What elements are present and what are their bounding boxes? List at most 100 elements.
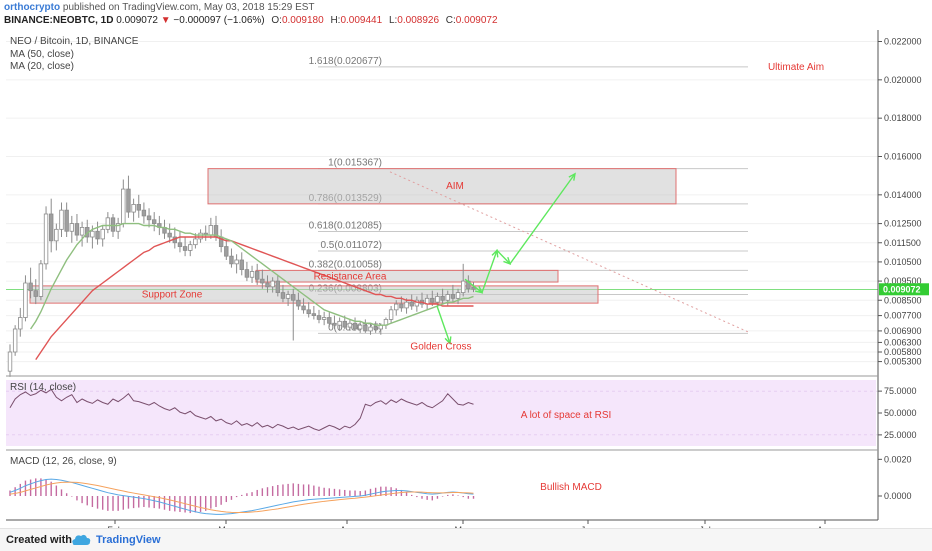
candle-body [388,309,394,320]
author-link[interactable]: orthocrypto [4,2,61,13]
resistance-area-label: Resistance Area [314,271,387,282]
candle-body [352,322,358,330]
open-value: 0.009180 [281,15,324,26]
candle-body [363,324,368,332]
candle-body [311,313,317,316]
high-label: H: [330,15,341,26]
publish-info: orthocrypto published on TradingView.com… [4,2,315,13]
macd-annotation: Bullish MACD [540,482,602,493]
candle-body [105,217,111,230]
candle-body [33,290,38,297]
candle-body [347,322,353,328]
candle-body [435,296,440,303]
candle-body [285,294,291,299]
rsi-tick-label: 25.0000 [884,430,917,440]
resistance-zone [255,269,559,283]
candle-body [337,320,342,326]
price-tick-label: 0.005800 [884,347,922,357]
last-price: 0.009072 [116,15,158,26]
fib-level-label: 0.5(0.011072) [320,240,382,251]
aim-zone [207,168,677,205]
candle-body [321,317,327,320]
candle-body [373,326,378,330]
rsi-legend: RSI (14, close) [10,382,77,393]
candle-body [121,188,126,224]
last-price-badge-text: 0.009072 [883,284,921,294]
rsi-tick-label: 50.0000 [884,408,917,418]
candle-body [167,232,172,238]
candle-body [188,244,193,251]
down-triangle-icon: ▼ [160,15,171,26]
candle-body [224,246,229,257]
open-label: O: [271,15,282,26]
candle-body [296,299,301,307]
trendline [389,171,749,333]
time-tick-label: Mar [218,525,234,528]
candle-body [249,271,255,278]
time-tick-label: Aug [817,525,833,528]
price-tick-label: 0.011500 [884,238,921,248]
time-tick-label: Feb [107,525,123,528]
candle-body [414,299,420,307]
candle-body [409,301,414,307]
footer: Created with TradingView [0,528,932,551]
fib-level-label: 1.618(0.020677) [309,56,382,67]
candle-body [100,228,105,240]
fib-level-label: 1(0.015367) [328,158,382,169]
symbol-line: BINANCE:NEOBTC, 1D [4,15,114,26]
price-tick-label: 0.018000 [884,113,922,123]
candle-body [471,286,476,290]
candle-body [229,255,234,265]
price-tick-label: 0.016000 [884,152,922,162]
price-tick-label: 0.005300 [884,357,922,367]
golden-cross-label: Golden Cross [410,341,471,352]
candle-body [239,259,244,270]
candle-body [136,204,141,211]
candle-body [182,246,188,251]
price-tick-label: 0.010500 [884,257,922,267]
signal-line [9,481,474,513]
price-tick-label: 0.020000 [884,75,922,85]
candle-body [141,209,147,217]
macd-legend: MACD (12, 26, close, 9) [10,456,117,467]
candle-body [260,278,265,284]
candle-body [430,297,435,303]
low-label: L: [388,15,398,26]
candle-body [357,324,363,330]
ma50-line [35,236,474,361]
candle-body [79,227,85,236]
main-legend: NEO / Bitcoin, 1D, BINANCE [10,36,139,47]
tradingview-brand[interactable]: TradingView [96,534,161,546]
ma20-legend: MA (20, close) [10,61,74,72]
ultimate-aim-label: Ultimate Aim [768,62,824,73]
candle-body [265,282,270,288]
price-tick-label: 0.022000 [884,37,922,47]
candle-body [254,271,260,280]
candle-body [74,223,80,236]
price-change: −0.000097 (−1.06%) [173,15,265,26]
candle-body [394,303,399,311]
candle-body [291,294,296,301]
price-tick-label: 0.014000 [884,190,922,200]
candle-body [198,232,203,240]
candle-body [126,188,131,213]
price-tick-label: 0.008500 [884,295,922,305]
golden-cross-arrow [436,305,451,344]
candle-body [234,259,239,265]
fib-level-label: 0.618(0.012085) [309,221,382,232]
candle-body [368,326,373,332]
candle-body [131,204,136,213]
support-zone-label: Support Zone [142,290,203,301]
chart-canvas[interactable]: 1.618(0.020677)1(0.015367)0.786(0.013529… [0,0,932,528]
rsi-annotation: A lot of space at RSI [521,410,612,421]
candle-body [193,238,198,246]
candle-body [404,301,409,309]
candle-body [445,294,450,301]
candle-body [455,292,461,299]
candle-body [146,215,152,221]
candle-body [38,263,44,297]
candle-body [316,315,322,320]
candle-body [450,294,456,299]
arrowhead-pullback [503,256,512,265]
macd-tick-label: 0.0020 [884,454,912,464]
